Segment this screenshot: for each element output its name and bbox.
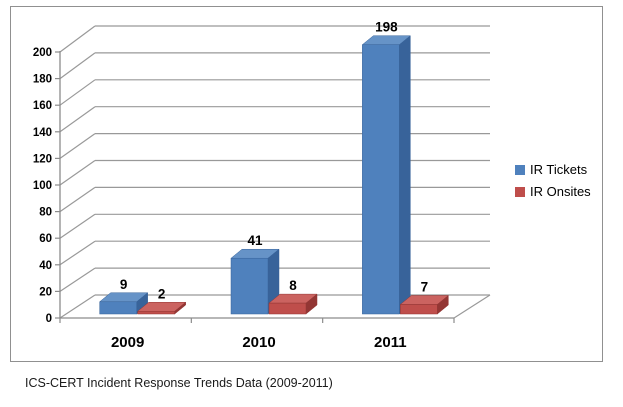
y-axis-label: 40 bbox=[39, 260, 52, 272]
data-label-ir-tickets-2011: 198 bbox=[375, 20, 398, 35]
legend-swatch-ir-onsites bbox=[515, 186, 525, 197]
legend-item-ir-onsites: IR Onsites bbox=[515, 184, 591, 199]
bar-ir-onsites-2009-front bbox=[137, 311, 175, 315]
gridline-diagonal bbox=[59, 240, 96, 266]
y-axis-label: 180 bbox=[33, 74, 52, 86]
gridline-diagonal bbox=[59, 25, 96, 53]
bar-ir-tickets-2010-front bbox=[230, 257, 269, 315]
gridline-diagonal bbox=[59, 52, 96, 80]
data-label-ir-tickets-2009: 9 bbox=[120, 277, 128, 292]
legend-label-ir-tickets: IR Tickets bbox=[530, 162, 588, 177]
legend-label-ir-onsites: IR Onsites bbox=[530, 184, 591, 199]
category-label-2009: 2009 bbox=[111, 334, 144, 351]
gridline-diagonal bbox=[59, 213, 96, 239]
y-axis-label: 100 bbox=[33, 180, 52, 192]
bar-ir-tickets-2011-front bbox=[362, 44, 400, 315]
legend-swatch-ir-tickets bbox=[515, 164, 525, 175]
bar-ir-onsites-2010-front bbox=[268, 302, 307, 315]
legend-item-ir-tickets: IR Tickets bbox=[515, 162, 591, 177]
gridline-diagonal bbox=[59, 133, 96, 159]
legend: IR Tickets IR Onsites bbox=[515, 162, 591, 199]
gridline-diagonal bbox=[59, 160, 96, 186]
gridline-diagonal bbox=[59, 186, 96, 213]
category-label-2011: 2011 bbox=[374, 334, 407, 351]
data-label-ir-onsites-2009: 2 bbox=[158, 286, 166, 301]
gridline-diagonal bbox=[59, 106, 96, 133]
data-label-ir-tickets-2010: 41 bbox=[247, 233, 263, 248]
bar-ir-onsites-2011-front bbox=[400, 304, 438, 315]
data-label-ir-onsites-2011: 7 bbox=[421, 279, 429, 294]
bar-ir-tickets-2011-side bbox=[399, 35, 411, 315]
y-axis-label: 120 bbox=[33, 153, 52, 165]
y-axis-label: 0 bbox=[46, 313, 52, 325]
gridline-diagonal bbox=[59, 267, 96, 292]
y-axis-label: 160 bbox=[33, 100, 52, 112]
gridline-diagonal bbox=[59, 79, 96, 106]
chart-caption: ICS-CERT Incident Response Trends Data (… bbox=[25, 376, 333, 390]
floor-right-edge bbox=[453, 294, 491, 319]
gridline-diagonal bbox=[59, 294, 96, 319]
y-axis-label: 200 bbox=[33, 47, 52, 59]
y-axis-label: 80 bbox=[39, 207, 52, 219]
data-label-ir-onsites-2010: 8 bbox=[289, 278, 297, 293]
y-axis-label: 140 bbox=[33, 127, 52, 139]
y-axis-label: 20 bbox=[39, 286, 52, 298]
category-label-2010: 2010 bbox=[242, 334, 275, 351]
bar-ir-tickets-2009-front bbox=[99, 301, 137, 315]
y-axis-label: 60 bbox=[39, 233, 52, 245]
